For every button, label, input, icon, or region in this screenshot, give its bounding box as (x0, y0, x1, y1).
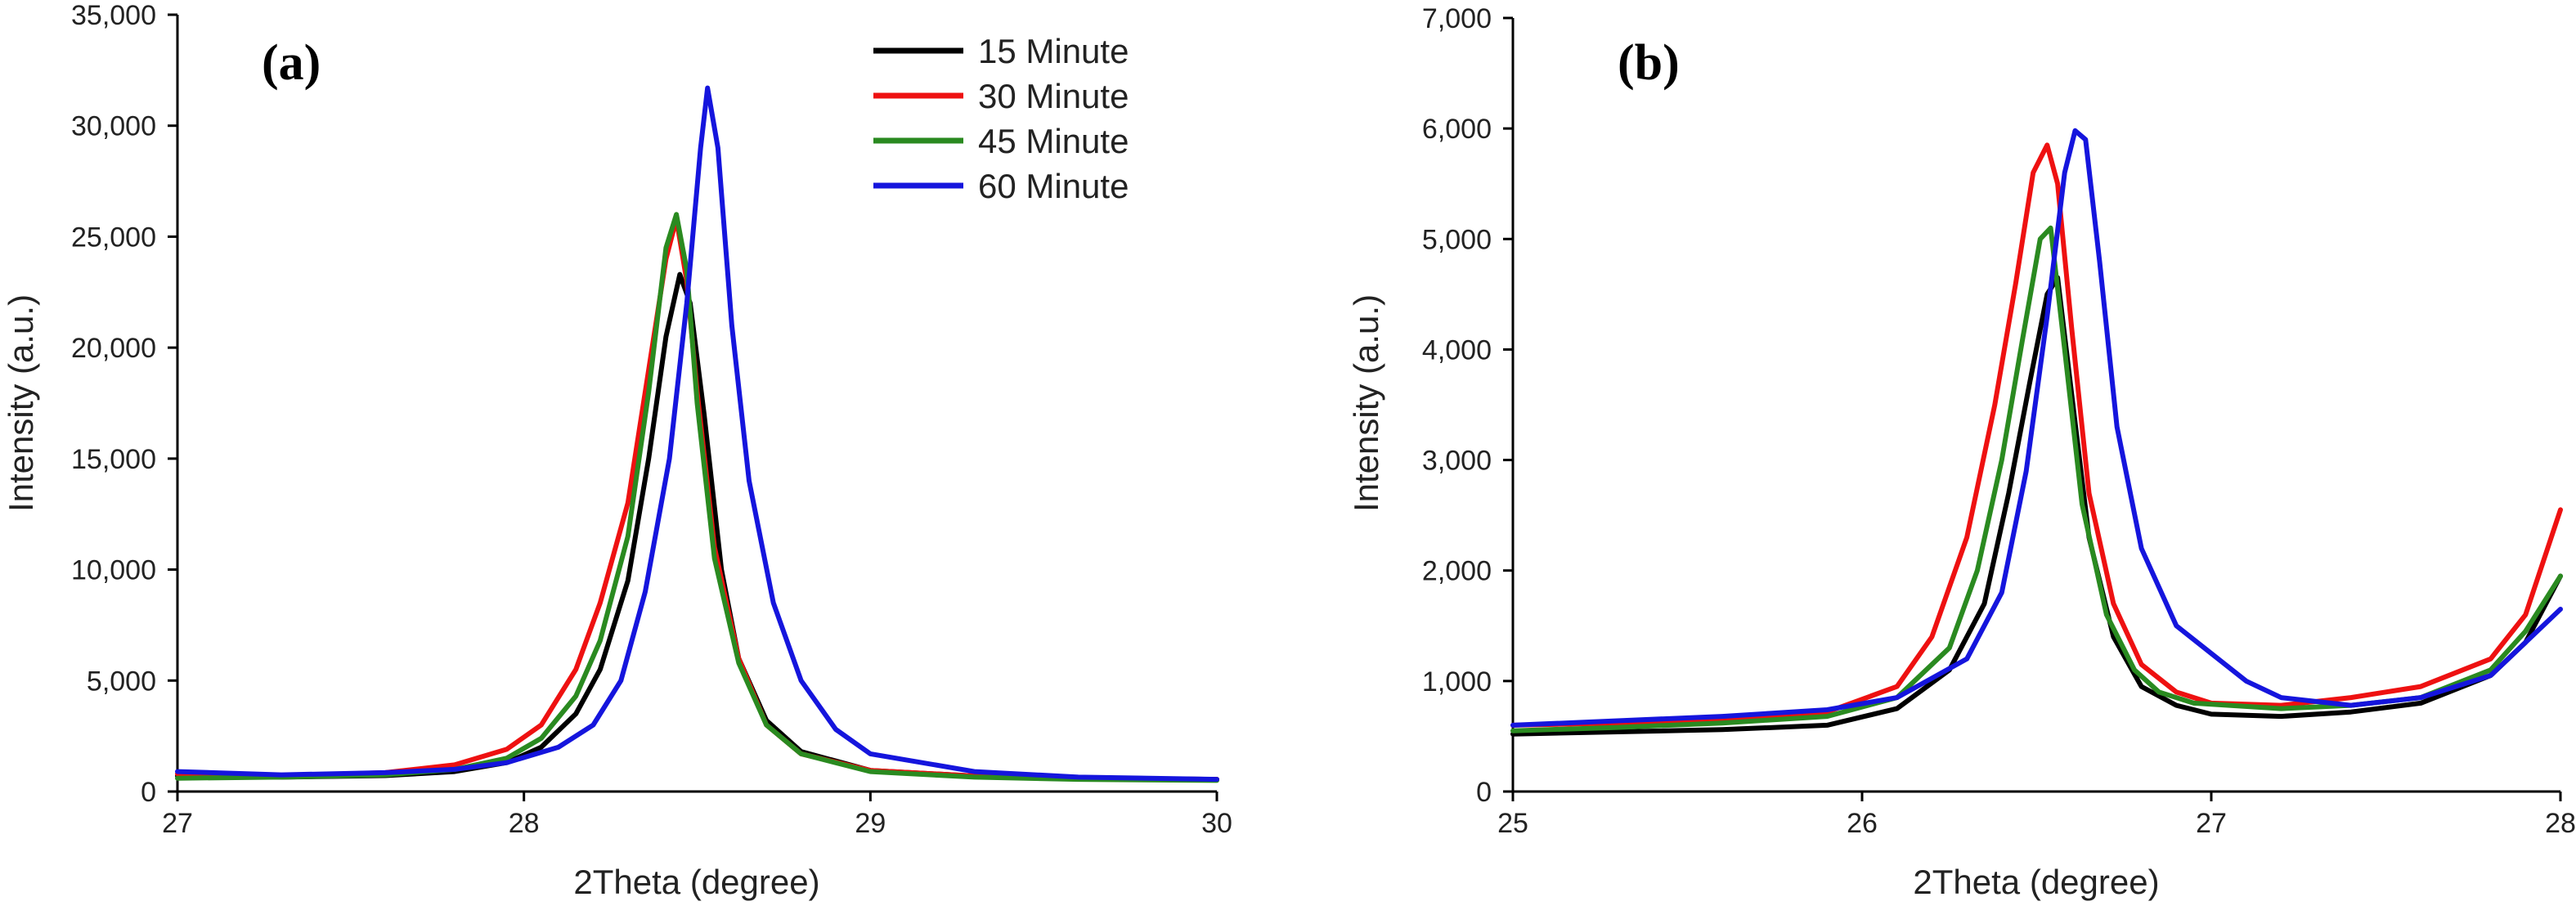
panel-a-x-tick-label: 28 (509, 808, 540, 839)
panel-a-series-45-minute (175, 212, 1219, 783)
panel-a-series-15-minute (175, 271, 1219, 783)
panel-b-y-tick-label: 4,000 (1422, 334, 1492, 366)
panel-b-y-tick-label: 2,000 (1422, 556, 1492, 587)
panel-b-y-tick-label: 3,000 (1422, 446, 1492, 477)
panel-a-x-tick-label: 27 (162, 808, 193, 839)
panel-b-label: (b) (1618, 35, 1680, 91)
panel-b-y-tick-label: 5,000 (1422, 224, 1492, 255)
panel-b-ticks: 25 26 27 28 0 1,000 2,000 3,000 4,000 5,000 6,000 7… (1422, 3, 2576, 839)
panel-a-y-axis-title: Intensity (a.u.) (2, 294, 40, 512)
panel-b-y-axis-title: Intensity (a.u.) (1347, 294, 1385, 512)
panel-a-y-tick-label: 15,000 (71, 444, 156, 475)
panel-b-x-tick-label: 27 (2196, 808, 2227, 839)
panel-a-series-30-minute (175, 216, 1219, 783)
panel-b-series-30-minute (1510, 142, 2563, 728)
panel-b-x-tick-label: 26 (1847, 808, 1878, 839)
panel-a-y-tick-label: 25,000 (71, 222, 156, 253)
panel-a-y-tick-label: 30,000 (71, 111, 156, 142)
panel-a-series (175, 85, 1219, 783)
panel-a-y-tick-label: 20,000 (71, 333, 156, 364)
legend-label-15-minute: 15 Minute (978, 32, 1129, 70)
legend-label-30-minute: 30 Minute (978, 77, 1129, 115)
panel-b-series-60-minute (1510, 128, 2563, 728)
panel-b-series-45-minute (1510, 225, 2563, 733)
panel-a-x-tick-label: 29 (855, 808, 886, 839)
legend-label-45-minute: 45 Minute (978, 122, 1129, 160)
panel-a-label: (a) (262, 35, 321, 91)
panel-a-ticks: 27 28 29 30 0 5,000 10,000 15,000 20,000 25,000 30… (71, 0, 1232, 839)
panel-a-y-tick-label: 10,000 (71, 555, 156, 586)
panel-a-y-tick-label: 5,000 (87, 666, 156, 697)
panel-b-y-tick-label: 7,000 (1422, 3, 1492, 34)
panel-b-series-15-minute (1510, 275, 2563, 737)
chart-panel-b: 25 26 27 28 0 1,000 2,000 3,000 4,000 5,000 6,000 7… (1347, 3, 2576, 901)
legend: 15 Minute 30 Minute 45 Minute 60 Minute (873, 32, 1129, 205)
legend-label-60-minute: 60 Minute (978, 167, 1129, 205)
panel-b-x-tick-label: 28 (2545, 808, 2576, 839)
panel-b-y-tick-label: 1,000 (1422, 666, 1492, 697)
panel-a-series-60-minute (175, 85, 1219, 783)
chart-panel-a: 27 28 29 30 0 5,000 10,000 15,000 20,000 25,000 30… (2, 0, 1232, 901)
panel-a-y-tick-label: 0 (141, 777, 156, 808)
panel-b-y-tick-label: 6,000 (1422, 114, 1492, 145)
panel-b-x-tick-label: 25 (1497, 808, 1528, 839)
panel-b-series (1510, 128, 2563, 737)
panel-a-x-axis-title: 2Theta (degree) (573, 863, 819, 901)
panel-b-y-tick-label: 0 (1476, 777, 1492, 808)
panel-a-x-tick-label: 30 (1201, 808, 1232, 839)
panel-b-x-axis-title: 2Theta (degree) (1913, 863, 2159, 901)
panel-a-y-tick-label: 35,000 (71, 0, 156, 31)
